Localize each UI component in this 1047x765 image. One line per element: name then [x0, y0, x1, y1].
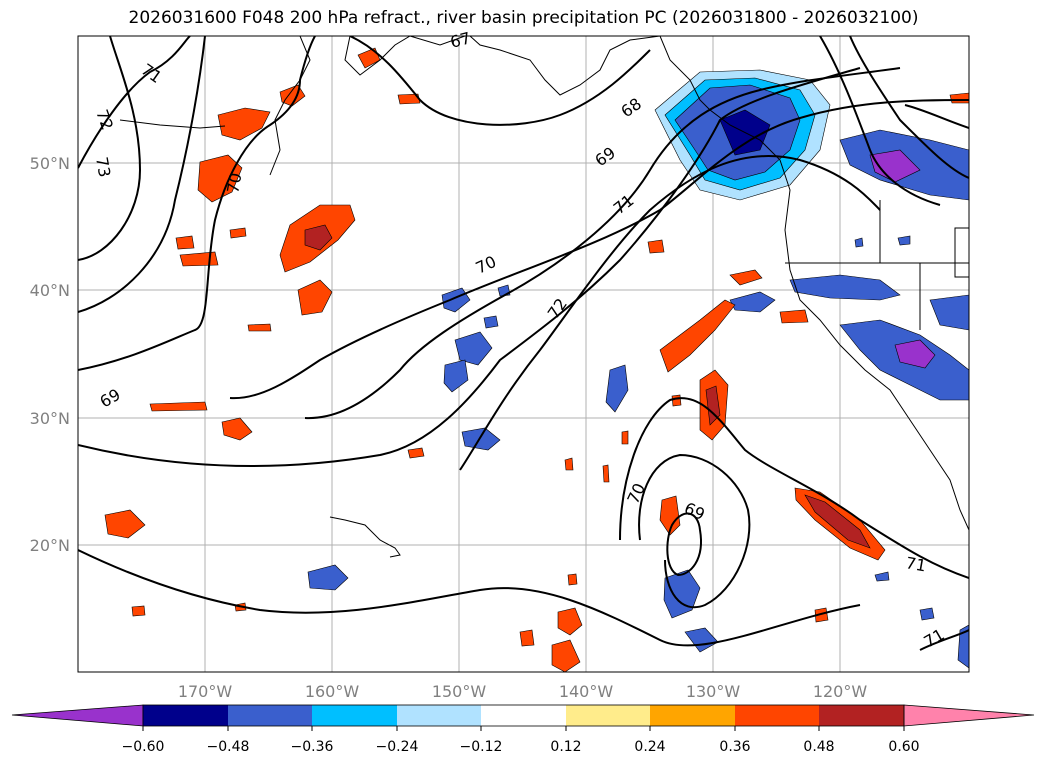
colorbar-tick-label: 0.12 [550, 739, 581, 755]
map-border [77, 35, 970, 673]
lon-label: 160°W [305, 682, 360, 701]
colorbar-segment [312, 705, 397, 726]
gridlines [78, 36, 969, 672]
colorbar-segment [819, 705, 904, 726]
colorbar-segment [11, 704, 144, 727]
lat-label: 20°N [30, 536, 70, 555]
colorbar-frame [142, 704, 905, 727]
lat-label: 50°N [30, 154, 70, 173]
longitude-labels: 170°W 160°W 150°W 140°W 130°W 120°W [178, 682, 868, 701]
positive-precip-patches [104, 47, 969, 672]
colorbar-segment [228, 705, 312, 726]
colorbar-tick-label: −0.12 [460, 739, 503, 755]
colorbar-segment [481, 705, 566, 726]
coastlines [119, 36, 969, 558]
contour-label: 73 [92, 155, 114, 178]
lon-label: 150°W [432, 682, 487, 701]
negative-precip-patches [307, 69, 969, 669]
lon-label: 130°W [686, 682, 741, 701]
colorbar-ticks [142, 726, 905, 731]
colorbar-segment [650, 705, 735, 726]
contour-label: 70 [223, 171, 245, 194]
lat-label: 30°N [30, 409, 70, 428]
colorbar-tick-label: −0.36 [291, 739, 334, 755]
colorbar-tick-label: 0.24 [634, 739, 665, 755]
lon-label: 120°W [813, 682, 868, 701]
colorbar-segment [903, 704, 1035, 727]
lon-label: 170°W [178, 682, 233, 701]
contour-label: 71 [904, 553, 927, 575]
colorbar-tick-label: −0.60 [122, 739, 165, 755]
colorbar-tick-label: −0.48 [207, 739, 250, 755]
contour-label: 67 [448, 28, 473, 52]
latitude-labels: 50°N 40°N 30°N 20°N [30, 154, 70, 555]
map-title: 2026031600 F048 200 hPa refract., river … [128, 8, 919, 28]
colorbar-segment [397, 705, 481, 726]
colorbar-tick-label: 0.48 [803, 739, 834, 755]
colorbar-segment [143, 705, 228, 726]
refractivity-contours [78, 36, 969, 651]
colorbar-segment [566, 705, 650, 726]
lat-label: 40°N [30, 281, 70, 300]
colorbar-segment [735, 705, 819, 726]
colorbar-tick-label: 0.36 [719, 739, 750, 755]
colorbar: −0.60 −0.48 −0.36 −0.24 −0.12 0.12 0.24 … [11, 704, 1035, 755]
colorbar-tick-label: 0.60 [888, 739, 919, 755]
map-area [78, 36, 969, 672]
colorbar-tick-label: −0.24 [376, 739, 419, 755]
lon-label: 140°W [559, 682, 614, 701]
